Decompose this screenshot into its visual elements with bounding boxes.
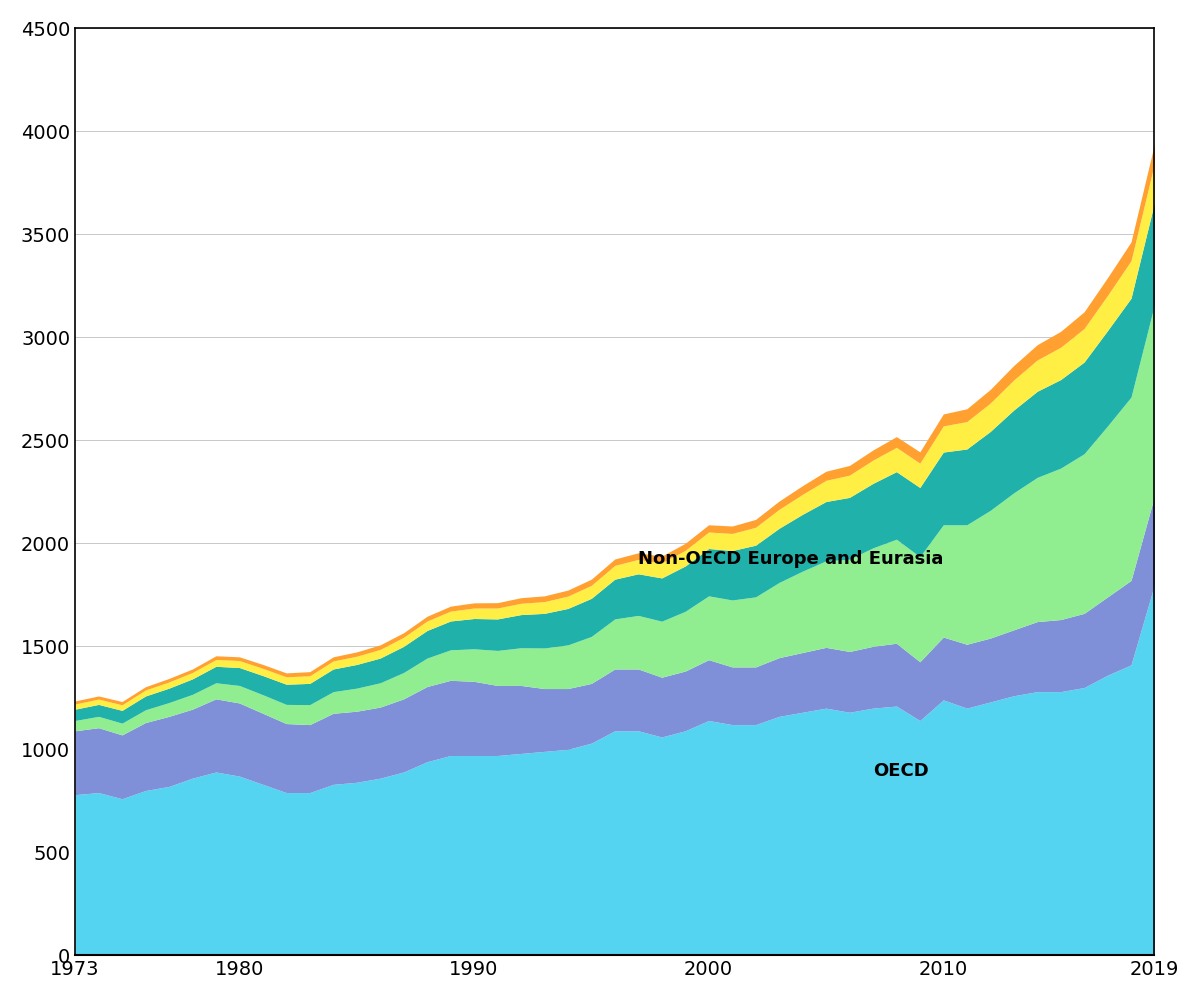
Text: Non-OECD Europe and Eurasia: Non-OECD Europe and Eurasia <box>638 550 943 568</box>
Text: OECD: OECD <box>872 762 929 780</box>
